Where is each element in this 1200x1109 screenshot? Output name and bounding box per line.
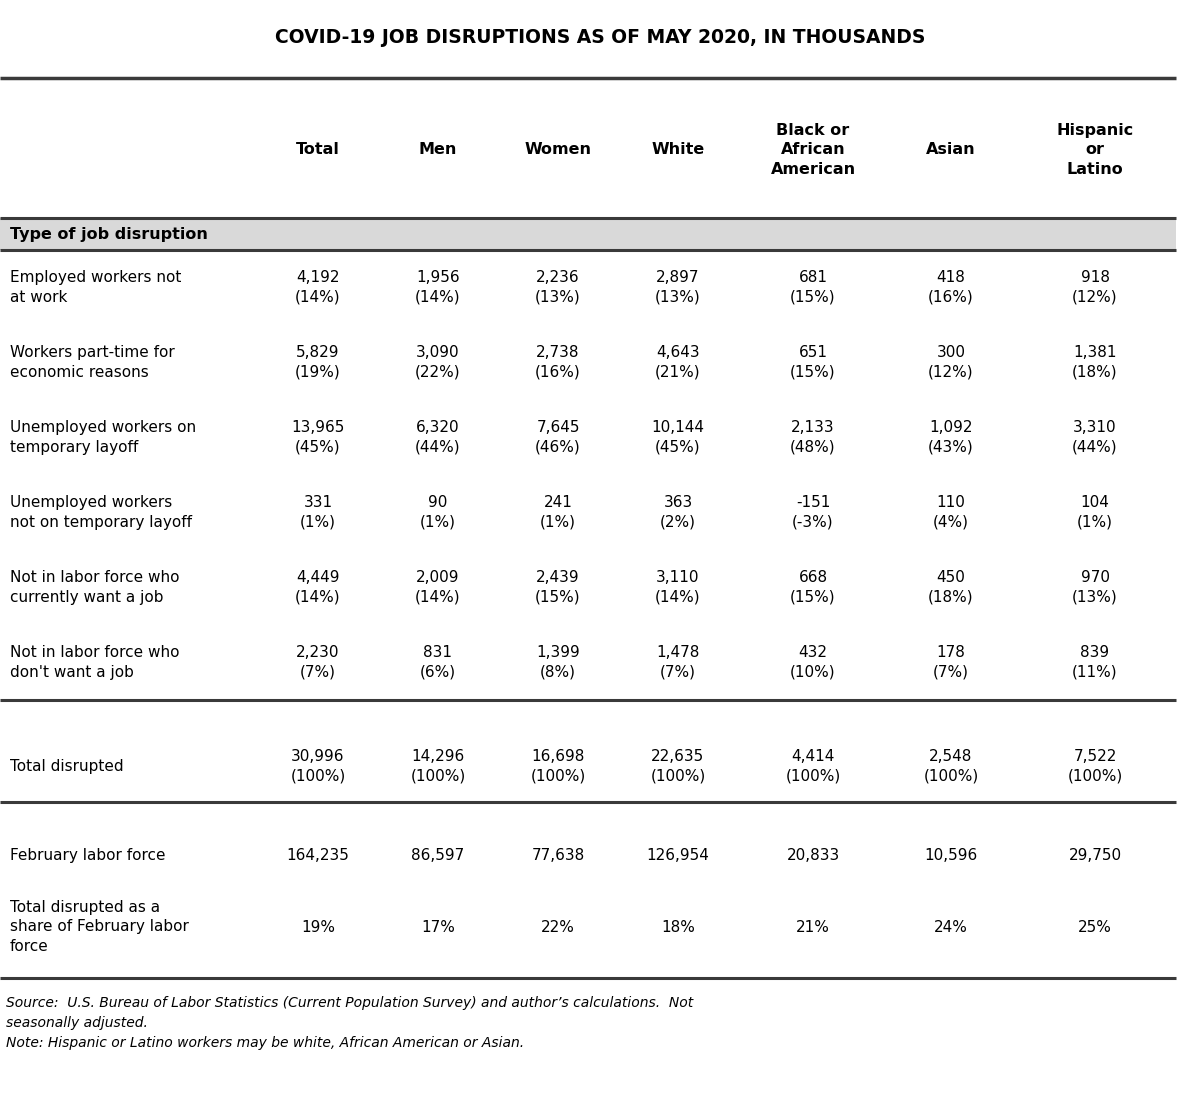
Text: 5,829
(19%): 5,829 (19%) (295, 345, 341, 379)
Text: 432
(10%): 432 (10%) (790, 645, 836, 680)
Text: Hispanic
or
Latino: Hispanic or Latino (1056, 123, 1134, 176)
Text: 2,009
(14%): 2,009 (14%) (415, 570, 461, 604)
Text: 126,954: 126,954 (647, 848, 709, 864)
Text: 24%: 24% (934, 919, 968, 935)
Text: 21%: 21% (796, 919, 830, 935)
Text: 2,548
(100%): 2,548 (100%) (923, 749, 979, 783)
Text: Workers part-time for
economic reasons: Workers part-time for economic reasons (10, 345, 174, 379)
Text: Black or
African
American: Black or African American (770, 123, 856, 176)
Text: 178
(7%): 178 (7%) (934, 645, 970, 680)
Text: 14,296
(100%): 14,296 (100%) (410, 749, 466, 783)
Text: 4,643
(21%): 4,643 (21%) (655, 345, 701, 379)
Text: 839
(11%): 839 (11%) (1072, 645, 1118, 680)
Text: 19%: 19% (301, 919, 335, 935)
Text: 418
(16%): 418 (16%) (928, 271, 974, 305)
Text: 3,090
(22%): 3,090 (22%) (415, 345, 461, 379)
Text: 668
(15%): 668 (15%) (790, 570, 836, 604)
Text: 13,965
(45%): 13,965 (45%) (292, 420, 344, 455)
Text: 30,996
(100%): 30,996 (100%) (290, 749, 346, 783)
Text: Unemployed workers on
temporary layoff: Unemployed workers on temporary layoff (10, 420, 196, 455)
Text: 16,698
(100%): 16,698 (100%) (530, 749, 586, 783)
Text: Not in labor force who
currently want a job: Not in labor force who currently want a … (10, 570, 179, 604)
Text: 4,192
(14%): 4,192 (14%) (295, 271, 341, 305)
Text: Employed workers not
at work: Employed workers not at work (10, 271, 181, 305)
Text: Total disrupted as a
share of February labor
force: Total disrupted as a share of February l… (10, 901, 188, 954)
Text: 363
(2%): 363 (2%) (660, 496, 696, 530)
Text: 17%: 17% (421, 919, 455, 935)
Text: Source:  U.S. Bureau of Labor Statistics (Current Population Survey) and author’: Source: U.S. Bureau of Labor Statistics … (6, 996, 694, 1050)
Text: 450
(18%): 450 (18%) (928, 570, 974, 604)
Text: 29,750: 29,750 (1068, 848, 1122, 864)
Text: 1,399
(8%): 1,399 (8%) (536, 645, 580, 680)
Text: 1,478
(7%): 1,478 (7%) (656, 645, 700, 680)
Text: 20,833: 20,833 (786, 848, 840, 864)
Text: 1,092
(43%): 1,092 (43%) (928, 420, 974, 455)
Text: 77,638: 77,638 (532, 848, 584, 864)
Text: Unemployed workers
not on temporary layoff: Unemployed workers not on temporary layo… (10, 496, 192, 530)
Text: 2,897
(13%): 2,897 (13%) (655, 271, 701, 305)
Text: 831
(6%): 831 (6%) (420, 645, 456, 680)
Text: 104
(1%): 104 (1%) (1078, 496, 1114, 530)
Text: 22%: 22% (541, 919, 575, 935)
Text: Total: Total (296, 142, 340, 157)
Text: 10,144
(45%): 10,144 (45%) (652, 420, 704, 455)
Text: 1,956
(14%): 1,956 (14%) (415, 271, 461, 305)
Text: Asian: Asian (926, 142, 976, 157)
Text: Men: Men (419, 142, 457, 157)
Text: 4,414
(100%): 4,414 (100%) (785, 749, 841, 783)
Text: 7,645
(46%): 7,645 (46%) (535, 420, 581, 455)
Text: 300
(12%): 300 (12%) (928, 345, 974, 379)
Text: 2,738
(16%): 2,738 (16%) (535, 345, 581, 379)
Text: 2,230
(7%): 2,230 (7%) (296, 645, 340, 680)
Text: 2,439
(15%): 2,439 (15%) (535, 570, 581, 604)
Text: 6,320
(44%): 6,320 (44%) (415, 420, 461, 455)
Text: 651
(15%): 651 (15%) (790, 345, 836, 379)
Text: 7,522
(100%): 7,522 (100%) (1067, 749, 1123, 783)
Text: 3,110
(14%): 3,110 (14%) (655, 570, 701, 604)
Text: Total disrupted: Total disrupted (10, 759, 124, 773)
Text: Women: Women (524, 142, 592, 157)
Text: 22,635
(100%): 22,635 (100%) (650, 749, 706, 783)
Text: -151
(-3%): -151 (-3%) (792, 496, 834, 530)
Text: 2,236
(13%): 2,236 (13%) (535, 271, 581, 305)
Text: 2,133
(48%): 2,133 (48%) (790, 420, 836, 455)
Bar (0, 218, 1176, 250)
Text: 86,597: 86,597 (412, 848, 464, 864)
Text: COVID-19 JOB DISRUPTIONS AS OF MAY 2020, IN THOUSANDS: COVID-19 JOB DISRUPTIONS AS OF MAY 2020,… (275, 28, 925, 47)
Text: 970
(13%): 970 (13%) (1072, 570, 1118, 604)
Text: 4,449
(14%): 4,449 (14%) (295, 570, 341, 604)
Text: 25%: 25% (1078, 919, 1112, 935)
Text: 241
(1%): 241 (1%) (540, 496, 576, 530)
Text: 18%: 18% (661, 919, 695, 935)
Text: 10,596: 10,596 (924, 848, 978, 864)
Text: 331
(1%): 331 (1%) (300, 496, 336, 530)
Text: 918
(12%): 918 (12%) (1072, 271, 1118, 305)
Text: 1,381
(18%): 1,381 (18%) (1072, 345, 1118, 379)
Text: 164,235: 164,235 (287, 848, 349, 864)
Text: 110
(4%): 110 (4%) (934, 496, 970, 530)
Text: February labor force: February labor force (10, 848, 166, 864)
Text: 90
(1%): 90 (1%) (420, 496, 456, 530)
Text: 3,310
(44%): 3,310 (44%) (1072, 420, 1118, 455)
Text: Not in labor force who
don't want a job: Not in labor force who don't want a job (10, 645, 179, 680)
Text: White: White (652, 142, 704, 157)
Text: Type of job disruption: Type of job disruption (10, 226, 208, 242)
Text: 681
(15%): 681 (15%) (790, 271, 836, 305)
